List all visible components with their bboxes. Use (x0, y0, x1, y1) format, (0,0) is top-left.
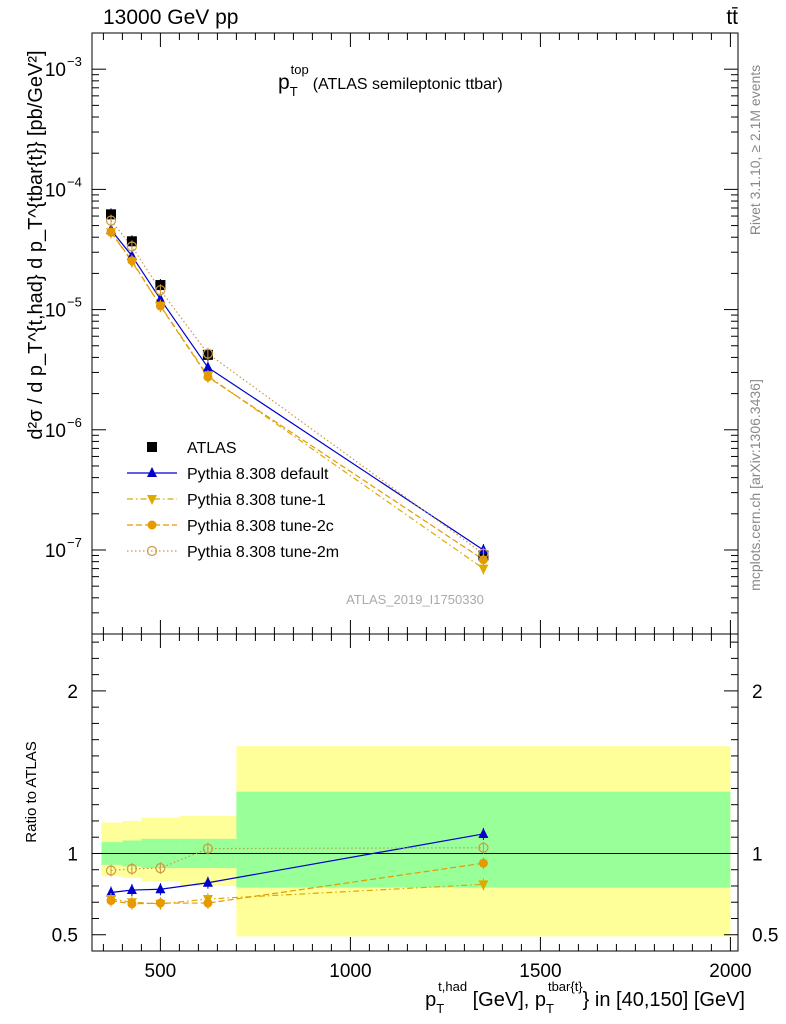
ratio-ylabel: Ratio to ATLAS (23, 741, 40, 842)
ratio-ytick-label-left-2: 2 (67, 682, 78, 703)
main-ytick-exp-0: −7 (67, 535, 82, 550)
ratio-xtick-label-2: 1500 (519, 961, 561, 982)
ratio-xtick-label-0: 500 (145, 961, 177, 982)
xlabel-mid: [GeV], p (467, 989, 546, 1011)
main-point-tune2m-1 (126, 241, 137, 252)
main-ytick-exp-3: −4 (67, 174, 82, 189)
ratio-ytick-label-right-0: 0.5 (752, 926, 778, 947)
main-ytick-label-2: 10 (45, 301, 66, 322)
analysis-watermark: ATLAS_2019_I1750330 (346, 592, 484, 607)
header-process-label: tt̄ (726, 6, 738, 29)
ratio-panel: 0.5 0.5 1 1 2 2 500 1000 1500 2000 Ratio to ATLAS (23, 633, 778, 982)
legend-label-tune2c: Pythia 8.308 tune-2c (187, 518, 334, 535)
main-point-tune2m-4 (478, 548, 489, 559)
main-ytick-label-0: 10 (45, 541, 66, 562)
ratio-series-markers (105, 827, 489, 910)
rivet-version-label: Rivet 3.1.10, ≥ 2.1M events (747, 65, 763, 235)
ratio-ytick-label-left-1: 1 (67, 844, 78, 865)
ratio-point-default-1 (126, 884, 137, 895)
legend-marker-tune1 (147, 495, 157, 505)
main-ytick-label-1: 10 (45, 421, 66, 442)
ratio-point-tune2c-3 (203, 898, 213, 908)
ratio-point-tune2c-0 (106, 896, 116, 906)
legend-label-tune1: Pythia 8.308 tune-1 (187, 492, 326, 509)
xlabel-p1: p (425, 989, 436, 1011)
mcplots-label: mcplots.cern.ch [arXiv:1306.3436] (747, 379, 763, 591)
main-point-tune2m-0 (105, 215, 117, 226)
xlabel-sub2: T (546, 1001, 554, 1016)
main-point-default-2 (155, 293, 166, 304)
main-series-lines (110, 220, 484, 570)
main-point-tune2m-2 (155, 285, 166, 296)
ratio-ytick-label-left-0: 0.5 (52, 926, 78, 947)
xlabel-sup2: tbar{t} (548, 979, 583, 994)
legend-label-default: Pythia 8.308 default (187, 466, 329, 483)
ratio-ytick-label-right-1: 1 (752, 844, 763, 865)
ratio-point-tune2m-1 (126, 863, 137, 875)
main-axis-ticks: 10−710−610−510−410−3 (45, 32, 738, 635)
ratio-xtick-label-1: 1000 (329, 961, 371, 982)
ratio-point-tune2c-2 (155, 898, 165, 908)
ratio-point-default-3 (202, 876, 213, 887)
ratio-point-tune2m-4 (478, 842, 489, 853)
ratio-point-tune1-4 (478, 880, 489, 891)
main-point-tune2c-2 (155, 301, 165, 311)
panel-title-sup: top (291, 62, 309, 77)
legend-marker-tune2m (146, 545, 158, 557)
main-point-tune2c-1 (127, 256, 137, 266)
main-point-tune2c-0 (106, 227, 116, 237)
legend-label-atlas: ATLAS (187, 440, 237, 457)
legend-marker-default (147, 467, 157, 477)
ratio-point-default-4 (478, 827, 489, 838)
header-energy-label: 13000 GeV pp (103, 6, 238, 29)
main-ytick-label-3: 10 (45, 180, 66, 201)
xlabel-sub1: T (436, 1001, 444, 1016)
ratio-point-tune2c-4 (478, 858, 488, 868)
main-point-tune1-4 (478, 564, 489, 575)
main-ytick-exp-4: −3 (67, 54, 82, 69)
main-point-tune2m-3 (202, 348, 213, 359)
main-line-tune1 (110, 231, 484, 570)
main-line-tune2c (110, 231, 484, 561)
xlabel-sup1: t,had (438, 979, 467, 994)
main-point-atlas-0 (106, 209, 116, 220)
main-ytick-exp-2: −5 (67, 295, 82, 310)
ratio-point-tune2c-1 (127, 899, 137, 909)
ratio-ytick-label-right-2: 2 (752, 682, 763, 703)
panel-title-p: p (278, 71, 290, 94)
ratio-point-default-2 (155, 883, 166, 894)
panel-title-sub: T (290, 84, 298, 99)
ratio-point-default-0 (106, 886, 116, 897)
ratio-xtick-label-3: 2000 (709, 961, 751, 982)
main-point-tune2c-3 (203, 372, 213, 382)
x-axis-label: pTt,had [GeV], pTtbar{t}} in [40,150] [G… (425, 979, 745, 1016)
ratio-point-tune2m-2 (155, 862, 166, 874)
ratio-axis-ticks: 0.5 0.5 1 1 2 2 500 1000 1500 2000 (52, 634, 778, 982)
main-ytick-exp-1: −6 (67, 415, 82, 430)
main-series-markers (105, 208, 489, 575)
legend-label-tune2m: Pythia 8.308 tune-2m (187, 544, 339, 561)
ratio-point-tune2m-0 (105, 865, 117, 876)
xlabel-end: } in [40,150] [GeV] (583, 989, 745, 1011)
main-ytick-label-4: 10 (45, 60, 66, 81)
main-point-default-3 (202, 361, 213, 372)
main-panel: 10−710−610−510−410−3 pTtop(ATLAS semilep… (25, 32, 739, 635)
legend-marker-atlas (147, 442, 157, 452)
panel-title: pTtop (ATLAS semileptonic ttbar) (278, 62, 503, 99)
legend: ATLAS Pythia 8.308 default Pythia 8.308 tu… (127, 440, 339, 561)
legend-marker-tune2c (147, 520, 157, 530)
ratio-point-tune2m-3 (202, 843, 213, 854)
ratio-frame (91, 633, 739, 952)
ratio-uncertainty-bands (101, 746, 731, 937)
panel-title-rest: (ATLAS semileptonic ttbar) (313, 76, 503, 93)
main-ylabel: d²σ / d p_T^{t,had} d p_T^{tbar{t}} [pb/… (25, 50, 47, 439)
